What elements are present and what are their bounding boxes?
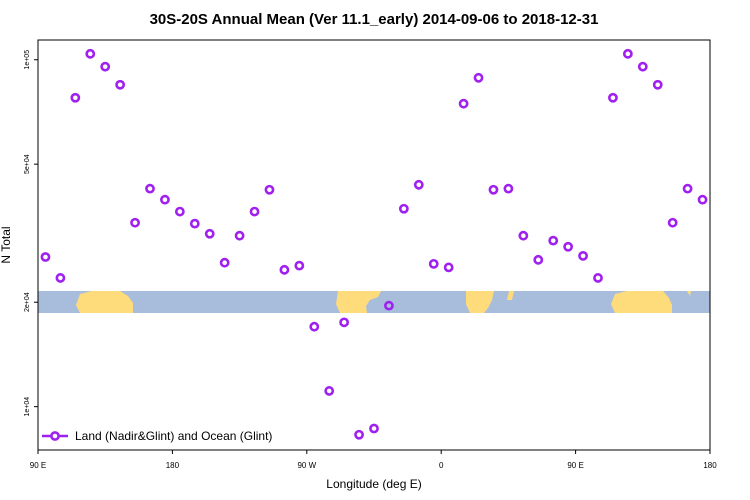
y-tick-label: 5e+04 xyxy=(24,154,31,174)
point xyxy=(608,92,618,103)
point xyxy=(115,79,126,90)
point xyxy=(578,250,588,261)
point xyxy=(85,48,96,59)
point xyxy=(70,92,81,103)
ocean xyxy=(38,291,710,313)
map-band xyxy=(38,291,710,313)
point xyxy=(563,241,574,252)
point xyxy=(234,230,245,241)
point xyxy=(667,217,678,228)
point xyxy=(682,183,693,194)
point xyxy=(593,273,603,283)
point xyxy=(518,230,529,241)
point xyxy=(697,194,708,205)
y-tick-label: 2e+04 xyxy=(24,292,31,312)
point xyxy=(160,194,170,205)
x-tick-label: 90 E xyxy=(567,461,583,470)
point xyxy=(398,203,409,214)
point xyxy=(458,98,469,109)
land xyxy=(76,291,133,313)
point xyxy=(428,258,439,269)
point xyxy=(622,48,633,59)
y-axis-label: N Total xyxy=(0,226,13,263)
x-tick-label: 90 W xyxy=(297,461,316,470)
point xyxy=(130,217,140,228)
point xyxy=(279,264,290,275)
chart-title: 30S-20S Annual Mean (Ver 11.1_early) 201… xyxy=(150,11,599,28)
point xyxy=(264,184,275,195)
point xyxy=(174,206,185,217)
y-tick-label: 1e+05 xyxy=(24,50,31,70)
point xyxy=(503,183,514,194)
x-axis-label: Longitude (deg E) xyxy=(326,477,421,491)
point xyxy=(488,184,499,195)
x-tick-label: 180 xyxy=(166,461,180,470)
land xyxy=(507,291,514,300)
point xyxy=(413,179,424,190)
legend-marker xyxy=(50,431,60,441)
point xyxy=(384,300,394,311)
point xyxy=(548,235,559,246)
land xyxy=(687,291,691,296)
point xyxy=(219,257,230,268)
land xyxy=(611,291,672,313)
point xyxy=(55,273,66,283)
point xyxy=(369,423,379,434)
point xyxy=(100,61,111,72)
y-tick-label: 1e+04 xyxy=(24,397,31,417)
point xyxy=(40,252,51,262)
point xyxy=(652,79,663,90)
x-tick-label: 0 xyxy=(439,461,444,470)
legend-label: Land (Nadir&Glint) and Ocean (Glint) xyxy=(75,429,272,443)
point xyxy=(189,218,200,229)
land xyxy=(466,291,494,313)
point xyxy=(294,260,305,271)
point xyxy=(637,61,648,72)
point xyxy=(324,386,335,396)
point xyxy=(309,321,320,332)
point xyxy=(473,72,484,83)
x-tick-label: 180 xyxy=(703,461,717,470)
land xyxy=(336,291,381,313)
point xyxy=(339,317,350,328)
point xyxy=(145,183,155,194)
point xyxy=(204,228,215,239)
x-tick-label: 90 E xyxy=(30,461,46,470)
point xyxy=(443,262,454,273)
point xyxy=(354,429,364,440)
plot-frame xyxy=(37,39,711,451)
point xyxy=(533,254,544,265)
point xyxy=(249,206,260,217)
